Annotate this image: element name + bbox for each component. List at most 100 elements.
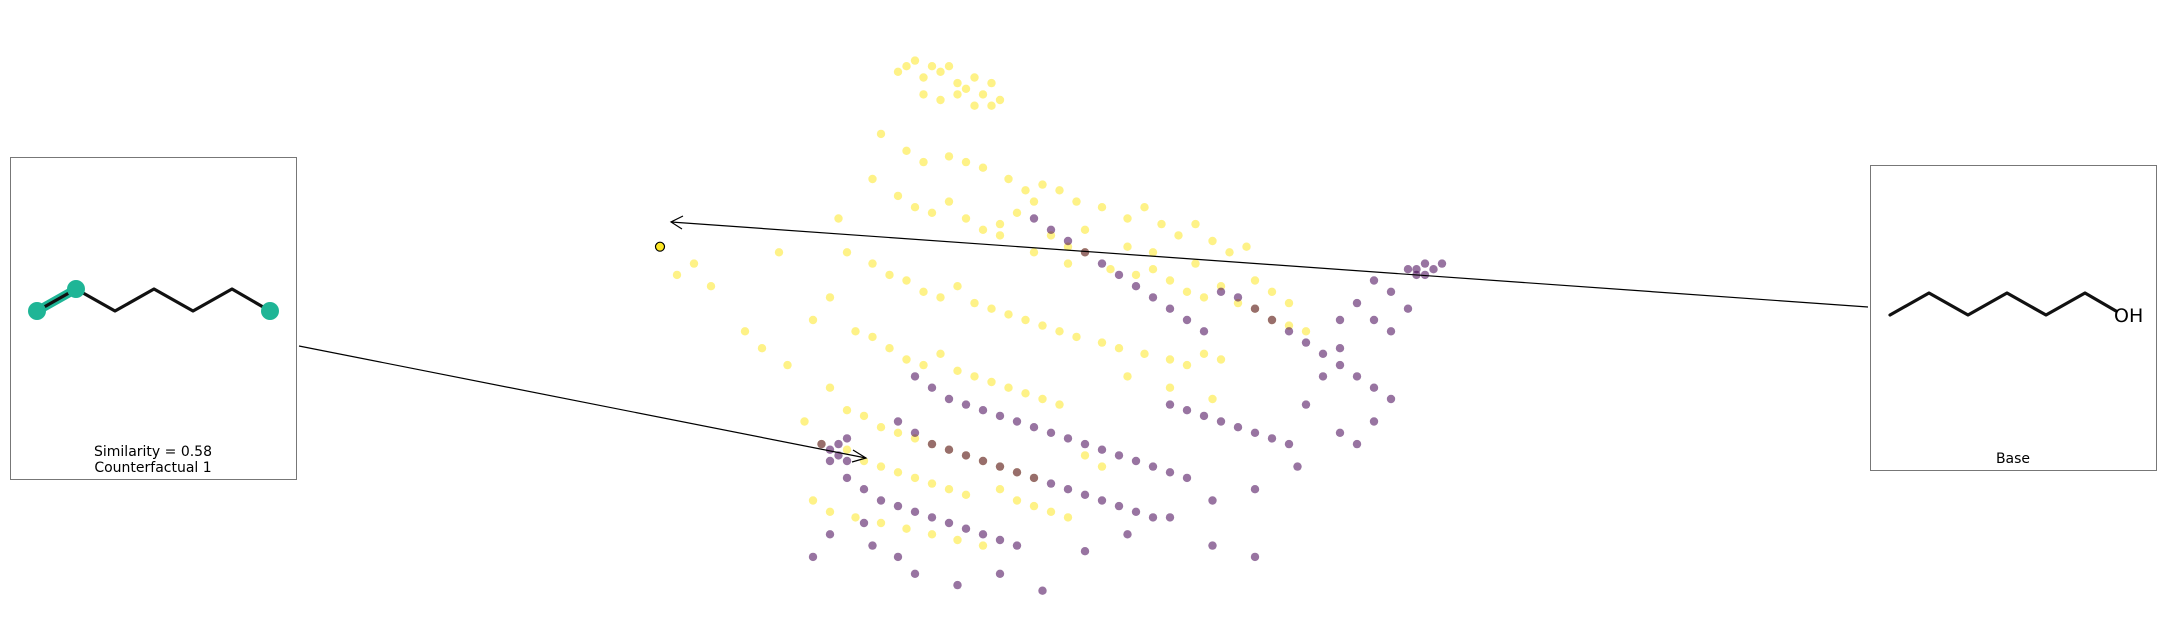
scatter-point-class-1 [1063,259,1073,268]
counterfactual-1-inset: Similarity = 0.58 Counterfactual 1 [10,157,297,480]
scatter-point-class-1 [1140,349,1149,358]
scatter-point-class-0 [1029,214,1039,223]
scatter-point-class-0 [825,456,835,466]
scatter-point-class-1 [783,360,792,370]
scatter-point-class-1 [902,276,911,285]
scatter-point-class-0 [1403,304,1413,313]
counterfactual-inset-frame [10,157,297,480]
scatter-point-class-0 [944,394,954,404]
scatter-point-class-1 [1097,338,1107,347]
scatter-point-class-0 [868,541,877,550]
scatter-point-class-1 [1284,298,1294,308]
scatter-point-class-0 [1293,462,1302,471]
similarity-caption: Similarity = 0.58 [94,444,212,460]
counterfactual-pointer-line [298,345,867,459]
scatter-point-class-0 [1352,372,1362,381]
scatter-point-class-1 [1301,327,1311,336]
scatter-point-class-0 [1318,349,1328,358]
scatter-point-class-0 [1165,304,1175,313]
scatter-point-class-0 [995,462,1005,471]
scatter-point-class-1 [1225,248,1234,257]
scatter-point-class-0 [1148,513,1158,522]
scatter-plot [672,56,1447,595]
scatter-point-class-0 [1233,293,1243,302]
scatter-point-class-0 [1063,434,1073,443]
scatter-point-class-1 [1174,231,1183,240]
scatter-point-class-0 [1080,248,1090,257]
scatter-point-class-1 [1123,372,1132,381]
scatter-point-class-0 [1284,327,1294,336]
scatter-point-class-1 [995,95,1005,105]
scatter-point-class-1 [1131,270,1141,280]
scatter-point-class-0 [1420,270,1430,280]
scatter-point-class-0 [978,530,988,539]
scatter-point-class-0 [1165,513,1175,522]
scatter-point-class-1 [868,259,877,268]
scatter-point-class-1 [1191,219,1200,229]
scatter-point-class-1 [919,157,928,167]
scatter-point-class-1 [1267,287,1277,296]
scatter-point-class-1 [885,270,894,280]
scatter-point-class-1 [1199,349,1209,358]
scatter-point-class-0 [1208,496,1217,505]
scatter-point-class-0 [1369,315,1379,325]
base-caption: Base [1996,451,2030,467]
scatter-point-class-0 [1097,496,1107,505]
scatter-point-class-0 [1131,282,1141,291]
scatter-point-class-1 [1038,321,1047,330]
scatter-point-class-0 [1038,586,1047,595]
scatter-point-class-1 [936,349,945,358]
scatter-point-class-1 [689,259,699,268]
scatter-point-class-1 [893,67,903,77]
scatter-point-class-0 [1429,265,1438,274]
scatter-point-class-0 [1267,434,1277,443]
scatter-point-class-1 [978,225,988,234]
scatter-point-class-1 [1242,242,1251,251]
scatter-point-class-0 [1386,394,1396,404]
scatter-point-class-0 [1369,417,1379,426]
scatter-point-class-1 [876,423,886,432]
scatter-point-class-0 [1250,552,1260,562]
scatter-point-class-0 [1284,439,1294,449]
scatter-point-class-0 [978,456,988,466]
scatter-point-class-1 [961,84,971,94]
scatter-point-class-1 [1063,513,1073,522]
scatter-point-class-1 [902,355,911,364]
scatter-point-class-1 [1182,287,1192,296]
scatter-point-class-1 [1123,214,1132,223]
scatter-point-class-0 [825,530,835,539]
scatter-point-class-1 [1012,208,1022,217]
scatter-point-class-1 [1157,219,1166,229]
scatter-point-class-0 [910,569,920,578]
base-molecule [1888,291,2118,317]
scatter-point-class-1 [1021,186,1030,195]
scatter-point-class-0 [961,400,971,409]
scatter-point-class-0 [1012,541,1022,550]
scatter-point-class-1 [936,293,945,302]
counterfactual-molecule [28,280,279,320]
scatter-point-class-1 [825,383,835,392]
scatter-point-class-1 [927,61,937,71]
scatter-point-class-1 [672,270,682,280]
scatter-point-class-1 [1055,327,1064,336]
scatter-point-class-0 [944,445,954,454]
scatter-point-class-1 [1021,315,1030,325]
scatter-point-class-1 [1021,389,1030,398]
scatter-point-class-0 [978,406,988,415]
scatter-point-class-1 [944,152,954,161]
counterfactual-pointer-arrowhead [851,449,868,463]
scatter-point-class-0 [995,411,1005,421]
scatter-point-class-0 [1114,270,1124,280]
scatter-point-class-0 [1301,400,1311,409]
scatter-point-class-1 [995,231,1005,240]
scatter-point-class-1 [919,287,928,296]
scatter-point-class-1 [919,90,928,99]
scatter-point-class-0 [1199,327,1209,336]
scatter-point-class-1 [910,203,920,212]
scatter-point-class-1 [808,315,818,325]
scatter-point-class-1 [944,485,954,494]
scatter-point-class-1 [757,344,767,353]
molecule-skeleton [1888,291,2118,317]
scatter-point-class-0 [1182,473,1192,483]
scatter-point-class-1 [936,67,945,77]
